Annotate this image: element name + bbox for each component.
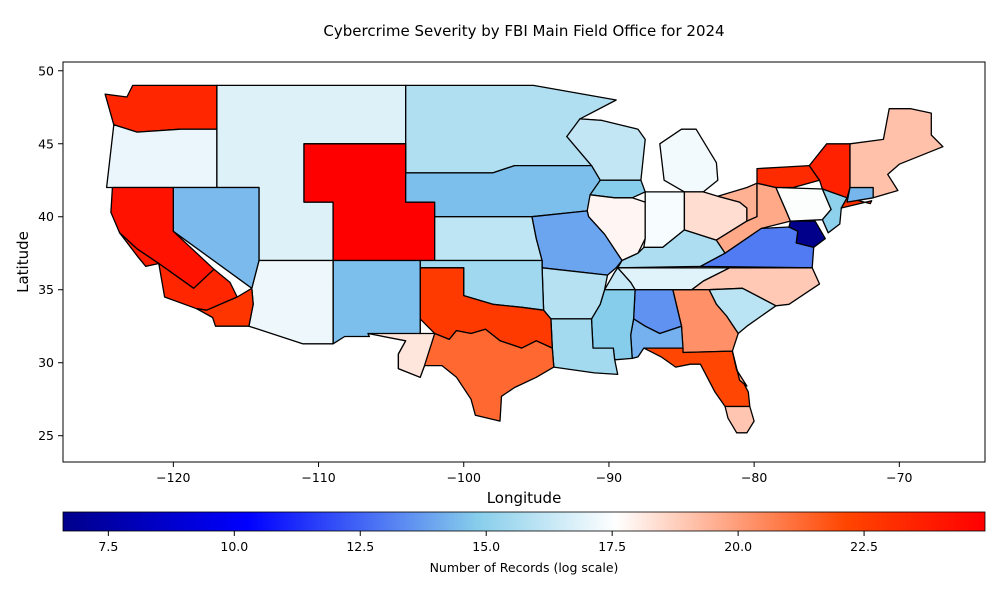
region-boston	[849, 108, 944, 199]
colorbar	[62, 511, 986, 532]
region-kansas-city	[434, 216, 543, 262]
y-axis-label: Latitude	[14, 231, 32, 293]
colorbar-ticks: 7.5 10.0 12.5 15.0 17.5 20.0 22.5	[98, 531, 878, 554]
colorbar-tick-label: 22.5	[850, 539, 878, 554]
y-tick-label: 25	[38, 428, 54, 443]
x-tick-label: −120	[156, 470, 190, 485]
x-tick-label: −70	[886, 470, 912, 485]
y-tick-label: 30	[38, 355, 54, 370]
colorbar-tick-label: 17.5	[598, 539, 626, 554]
x-tick-label: −100	[447, 470, 481, 485]
x-axis-ticks: −120 −110 −100 −90 −80 −70	[156, 462, 913, 485]
y-axis-ticks: 25 30 35 40 45 50	[38, 63, 63, 443]
y-tick-label: 35	[38, 282, 54, 297]
region-richmond	[699, 226, 815, 269]
colorbar-tick-label: 20.0	[724, 539, 752, 554]
region-detroit	[659, 128, 719, 193]
region-st-louis	[531, 210, 623, 276]
region-omaha	[405, 164, 601, 218]
plot-frame	[62, 61, 986, 463]
region-san-diego	[195, 287, 254, 327]
chart-title: Cybercrime Severity by FBI Main Field Of…	[323, 22, 724, 40]
colorbar-label: Number of Records (log scale)	[430, 560, 619, 575]
region-albuquerque	[332, 259, 421, 345]
region-san-francisco	[118, 232, 160, 268]
colorbar-tick-label: 7.5	[98, 539, 118, 554]
colorbar-tick-label: 12.5	[346, 539, 374, 554]
colorbar-tick-label: 10.0	[220, 539, 248, 554]
y-tick-label: 40	[38, 209, 54, 224]
x-tick-label: −90	[596, 470, 622, 485]
region-jacksonville	[731, 350, 748, 387]
x-tick-label: −80	[741, 470, 767, 485]
region-miami	[724, 405, 755, 434]
colorbar-tick-label: 15.0	[472, 539, 500, 554]
x-axis-label: Longitude	[487, 489, 562, 507]
region-portland	[105, 124, 218, 189]
y-tick-label: 50	[38, 63, 54, 78]
map-regions	[104, 84, 944, 434]
x-tick-label: −110	[301, 470, 335, 485]
y-tick-label: 45	[38, 136, 54, 151]
